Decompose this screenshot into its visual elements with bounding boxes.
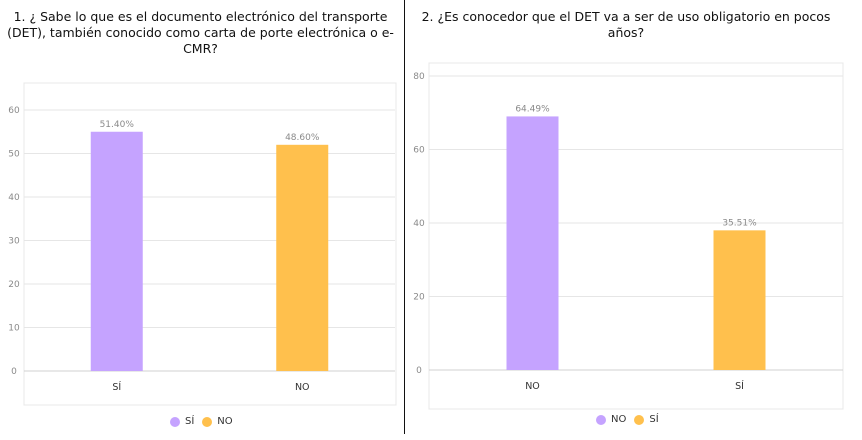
y-tick-label: 30: [8, 237, 20, 247]
chart-panel-1: 1. ¿ Sabe lo que es el documento electró…: [0, 0, 405, 440]
y-tick-label: 0: [416, 366, 422, 376]
chart-1-svg: 0 10 20 30 40 50 60 51.40% SÍ 48.60% NO: [8, 82, 397, 406]
legend-swatch-icon: [170, 416, 180, 427]
x-tick-label: NO: [525, 381, 540, 392]
y-tick-label: 50: [8, 150, 20, 160]
legend-label: SÍ: [185, 416, 195, 427]
data-label: 35.51%: [722, 218, 757, 228]
y-tick-label: 40: [413, 219, 425, 229]
y-tick-label: 60: [8, 106, 20, 116]
y-tick-label: 0: [11, 367, 17, 377]
bar: [276, 144, 329, 371]
legend-item: SÍ: [170, 416, 194, 427]
legend-item: NO: [596, 414, 626, 425]
legend-swatch-icon: [634, 414, 645, 425]
chart-title: 2. ¿Es conocedor que el DET va a ser de …: [421, 9, 831, 40]
panel-divider-bottom: [404, 222, 405, 434]
x-tick-label: NO: [295, 382, 310, 393]
bar: [90, 131, 143, 371]
chart-title: 1. ¿ Sabe lo que es el documento electró…: [7, 9, 394, 56]
legend-swatch-icon: [202, 416, 213, 427]
x-tick-label: SÍ: [735, 380, 744, 392]
y-tick-label: 40: [8, 193, 20, 203]
bar: [713, 230, 766, 370]
y-tick-label: 20: [413, 293, 425, 303]
y-tick-label: 20: [8, 280, 20, 290]
y-tick-label: 10: [8, 324, 20, 334]
chart-panel-2: 2. ¿Es conocedor que el DET va a ser de …: [408, 0, 848, 440]
legend-label: NO: [611, 414, 627, 425]
data-label: 48.60%: [285, 133, 320, 143]
legend-item: SÍ: [634, 414, 659, 425]
plot-frame: [23, 82, 397, 406]
plot-frame: [428, 62, 844, 410]
x-tick-label: SÍ: [112, 381, 121, 393]
chart-2-svg: 0 20 40 60 80 64.49% NO 35.51% SÍ: [413, 62, 844, 410]
y-tick-label: 60: [413, 146, 425, 156]
legend-item: NO: [202, 416, 233, 427]
legend-label: NO: [217, 416, 233, 427]
legend: SÍ NO: [170, 416, 233, 427]
legend-label: SÍ: [649, 414, 659, 425]
panel-divider-top: [404, 0, 405, 222]
legend: NO SÍ: [596, 414, 659, 425]
bar: [506, 116, 559, 370]
data-label: 51.40%: [100, 120, 135, 130]
data-label: 64.49%: [515, 104, 550, 114]
legend-swatch-icon: [596, 414, 606, 425]
y-tick-label: 80: [413, 72, 425, 82]
